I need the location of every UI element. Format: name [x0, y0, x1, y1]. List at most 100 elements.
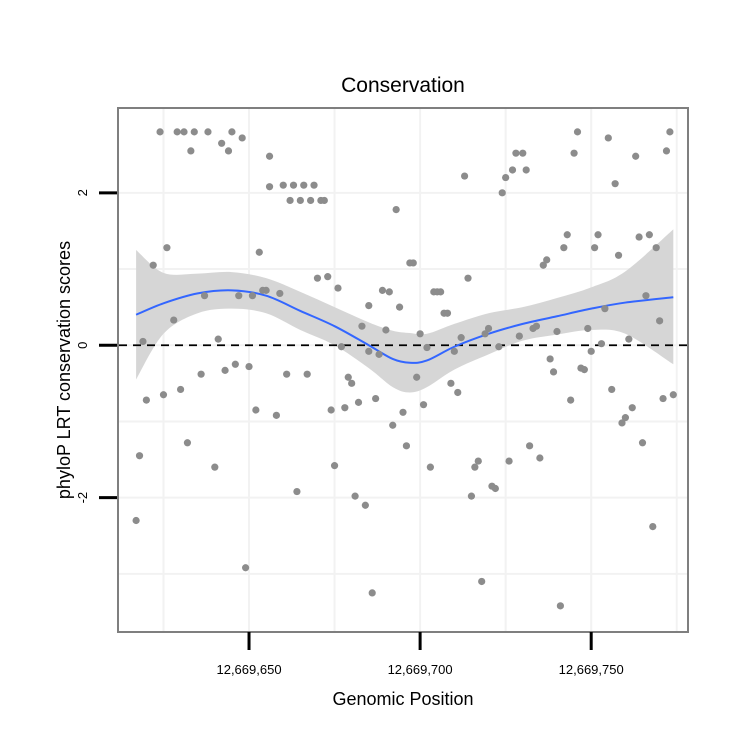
data-point — [611, 180, 619, 188]
data-points — [132, 128, 677, 610]
data-point — [242, 564, 250, 572]
data-point — [526, 442, 534, 450]
data-point — [204, 128, 212, 136]
data-point — [519, 149, 527, 157]
data-point — [351, 492, 359, 500]
data-point — [392, 205, 400, 214]
data-point — [163, 244, 171, 252]
data-point — [375, 350, 383, 358]
data-point — [283, 370, 291, 378]
data-point — [180, 128, 188, 136]
data-point — [580, 366, 588, 374]
data-point — [272, 411, 280, 419]
data-point — [238, 134, 246, 142]
data-point — [532, 322, 541, 330]
data-point — [142, 396, 150, 404]
data-point — [303, 370, 311, 378]
data-point — [515, 332, 523, 340]
data-point — [156, 128, 164, 136]
y-axis: 2 0 -2 — [75, 189, 117, 503]
data-point — [265, 183, 274, 191]
data-point — [344, 373, 352, 381]
data-point — [512, 149, 520, 157]
data-point — [662, 147, 671, 155]
data-point — [478, 577, 486, 586]
data-point — [495, 343, 503, 351]
plot-frame — [117, 107, 689, 633]
data-point — [625, 335, 633, 343]
data-point — [245, 362, 253, 371]
data-point — [618, 419, 626, 427]
data-point — [307, 196, 315, 205]
data-point — [454, 388, 462, 397]
data-point — [413, 373, 421, 381]
data-point — [474, 457, 482, 465]
data-point — [498, 189, 506, 197]
data-point — [399, 408, 407, 416]
data-point — [296, 196, 304, 205]
data-point — [608, 385, 616, 394]
data-point — [368, 589, 376, 597]
data-point — [409, 259, 417, 267]
data-point — [467, 492, 476, 500]
data-point — [443, 309, 452, 317]
data-point — [502, 173, 510, 182]
data-point — [310, 181, 318, 189]
data-point — [358, 322, 366, 330]
data-point — [464, 274, 472, 282]
data-point — [597, 340, 606, 348]
data-point — [187, 147, 195, 155]
data-point — [567, 396, 575, 404]
data-point — [293, 487, 301, 496]
data-point — [262, 286, 270, 294]
data-point — [286, 196, 294, 205]
data-point — [638, 439, 647, 447]
data-point — [484, 324, 493, 333]
data-point — [330, 462, 339, 470]
data-point — [265, 152, 274, 160]
data-point — [190, 128, 198, 136]
data-point — [584, 324, 592, 333]
data-point — [536, 454, 544, 462]
data-point — [289, 181, 298, 189]
data-point — [365, 347, 373, 355]
data-point — [231, 360, 239, 368]
data-point — [659, 394, 667, 403]
data-point — [635, 233, 643, 241]
data-point — [666, 128, 674, 136]
data-point — [218, 139, 226, 147]
data-point — [228, 128, 236, 136]
x-tick-label: 12,669,750 — [559, 662, 624, 677]
data-point — [255, 248, 263, 256]
data-point — [173, 128, 181, 136]
data-point — [546, 355, 554, 363]
data-point — [200, 292, 209, 300]
data-point — [419, 401, 428, 409]
data-point — [214, 335, 222, 343]
data-point — [416, 330, 424, 338]
data-point — [327, 406, 335, 414]
data-point — [389, 421, 397, 429]
data-point — [348, 379, 356, 387]
data-point — [221, 366, 229, 374]
data-point — [553, 327, 561, 336]
data-point — [508, 166, 517, 174]
y-tick-label: 0 — [75, 342, 90, 349]
chart-title: Conservation — [341, 74, 465, 97]
data-point — [645, 231, 653, 239]
data-point — [361, 501, 369, 509]
x-tick-label: 12,669,650 — [216, 662, 281, 677]
data-point — [471, 463, 479, 471]
data-point — [176, 385, 185, 394]
data-point — [669, 391, 677, 399]
data-point — [601, 305, 609, 313]
data-point — [170, 316, 178, 324]
data-point — [365, 302, 373, 310]
data-point — [395, 303, 404, 311]
data-point — [539, 261, 547, 269]
y-axis-title: phyloP LRT conservation scores — [54, 241, 74, 499]
data-point — [491, 484, 499, 493]
data-point — [632, 152, 640, 160]
data-point — [573, 128, 582, 136]
data-point — [587, 347, 595, 355]
